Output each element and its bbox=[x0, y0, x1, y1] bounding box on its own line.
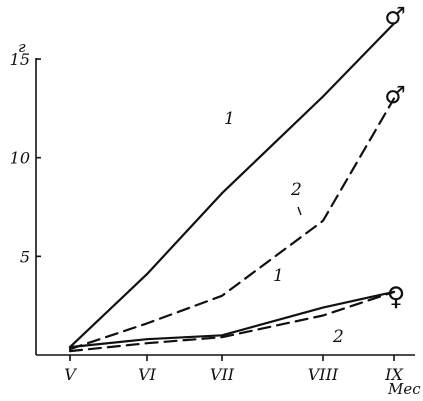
y-tick-label: 5 bbox=[20, 247, 30, 266]
x-tick-label: VI bbox=[138, 365, 157, 384]
tick-group: V VI VII VIII IX 5 10 15 bbox=[10, 50, 404, 384]
label-female-1: 1 bbox=[273, 266, 284, 286]
y-tick-label: 10 bbox=[10, 149, 30, 168]
y-unit-label: г bbox=[18, 38, 26, 56]
series-female-1-line bbox=[68, 290, 396, 349]
label-male-1: 1 bbox=[224, 109, 235, 129]
label-male-2: 2 bbox=[290, 180, 302, 200]
y-tick-label: 15 bbox=[10, 50, 30, 69]
annotation-group: 1 2 1 2 ♂ ♂ ♀ bbox=[224, 2, 406, 347]
y-axis: г bbox=[18, 38, 37, 355]
male-symbol-solid: ♂ bbox=[384, 2, 406, 30]
series-female-2-line bbox=[68, 290, 396, 353]
label-pointer-mark bbox=[297, 206, 302, 216]
x-tick-label: VII bbox=[210, 365, 235, 384]
series-male-2-line bbox=[68, 97, 396, 351]
series-group bbox=[68, 22, 396, 353]
x-axis-label: Мес bbox=[387, 380, 421, 398]
x-tick-label: VIII bbox=[308, 365, 339, 384]
label-female-2: 2 bbox=[332, 327, 344, 347]
female-symbol: ♀ bbox=[387, 282, 406, 312]
x-tick-label: V bbox=[64, 365, 77, 384]
series-male-1-line bbox=[68, 22, 396, 349]
x-tick-label: IX bbox=[384, 365, 403, 384]
x-axis: Мес bbox=[36, 354, 421, 398]
male-symbol-dashed: ♂ bbox=[384, 81, 406, 109]
